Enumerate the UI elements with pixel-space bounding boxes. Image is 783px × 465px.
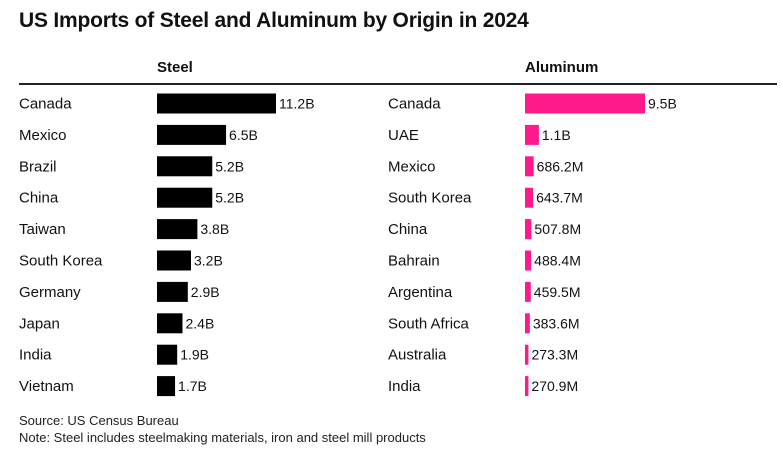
steel-bar-taiwan: [157, 219, 198, 240]
steel-category-label-china: China: [19, 190, 59, 207]
aluminum-category-label-argentina: Argentina: [388, 284, 453, 301]
steel-category-label-mexico: Mexico: [19, 127, 67, 144]
steel-panel: Canada 11.2B Mexico 6.5B Brazil 5.2B China 5.2B…: [19, 93, 315, 397]
steel-value-label-india: 1.9B: [180, 347, 209, 363]
footer: Source: US Census Bureau Note: Steel inc…: [19, 412, 426, 446]
aluminum-bar-australia: [525, 344, 529, 365]
steel-category-label-brazil: Brazil: [19, 158, 57, 175]
steel-value-label-mexico: 6.5B: [229, 127, 258, 143]
aluminum-panel: Canada 9.5B UAE 1.1B Mexico 686.2M South Korea…: [388, 93, 677, 397]
aluminum-value-label-china: 507.8M: [534, 221, 581, 237]
aluminum-bar-india: [525, 376, 529, 397]
footnote: Note: Steel includes steelmaking materia…: [19, 430, 426, 445]
source-note: Source: US Census Bureau: [19, 413, 179, 428]
steel-category-label-india: India: [19, 347, 52, 364]
steel-value-label-brazil: 5.2B: [215, 158, 244, 174]
steel-bar-china: [157, 187, 213, 208]
steel-bar-india: [157, 344, 178, 365]
aluminum-bar-mexico: [525, 156, 534, 177]
aluminum-bar-south-korea: [525, 187, 534, 208]
steel-value-label-vietnam: 1.7B: [178, 378, 207, 394]
steel-value-label-germany: 2.9B: [191, 284, 220, 300]
aluminum-value-label-canada: 9.5B: [648, 96, 677, 112]
aluminum-category-label-china: China: [388, 221, 428, 238]
aluminum-category-label-canada: Canada: [388, 96, 441, 113]
steel-bar-japan: [157, 313, 183, 334]
aluminum-category-label-south-korea: South Korea: [388, 190, 472, 207]
aluminum-bar-south-africa: [525, 313, 530, 334]
steel-value-label-canada: 11.2B: [279, 96, 315, 112]
steel-value-label-china: 5.2B: [215, 190, 244, 206]
steel-bar-brazil: [157, 156, 213, 177]
aluminum-bar-argentina: [525, 281, 531, 302]
aluminum-bar-bahrain: [525, 250, 532, 271]
aluminum-value-label-south-korea: 643.7M: [536, 190, 583, 206]
steel-bar-canada: [157, 93, 276, 114]
aluminum-category-label-bahrain: Bahrain: [388, 253, 440, 270]
aluminum-bar-china: [525, 219, 532, 240]
steel-value-label-japan: 2.4B: [186, 315, 215, 331]
header-rule: [19, 83, 777, 85]
steel-bar-germany: [157, 281, 188, 302]
steel-category-label-vietnam: Vietnam: [19, 378, 74, 395]
aluminum-value-label-mexico: 686.2M: [537, 158, 584, 174]
aluminum-panel-title: Aluminum: [525, 59, 599, 76]
aluminum-bar-uae: [525, 124, 539, 145]
aluminum-value-label-argentina: 459.5M: [534, 284, 581, 300]
steel-value-label-south-korea: 3.2B: [194, 253, 223, 269]
steel-category-label-taiwan: Taiwan: [19, 221, 66, 238]
aluminum-category-label-australia: Australia: [388, 347, 447, 364]
steel-bar-south-korea: [157, 250, 191, 271]
steel-category-label-japan: Japan: [19, 315, 60, 332]
steel-bar-vietnam: [157, 376, 176, 397]
aluminum-value-label-bahrain: 488.4M: [534, 253, 581, 269]
aluminum-value-label-south-africa: 383.6M: [533, 315, 580, 331]
aluminum-value-label-australia: 273.3M: [531, 347, 578, 363]
aluminum-value-label-india: 270.9M: [531, 378, 578, 394]
steel-category-label-canada: Canada: [19, 96, 72, 113]
aluminum-bar-canada: [525, 93, 645, 114]
aluminum-category-label-south-africa: South Africa: [388, 315, 470, 332]
steel-bar-mexico: [157, 124, 227, 145]
steel-panel-title: Steel: [157, 59, 193, 76]
steel-category-label-south-korea: South Korea: [19, 253, 103, 270]
aluminum-category-label-india: India: [388, 378, 421, 395]
steel-category-label-germany: Germany: [19, 284, 81, 301]
aluminum-category-label-mexico: Mexico: [388, 158, 436, 175]
aluminum-value-label-uae: 1.1B: [542, 127, 571, 143]
steel-value-label-taiwan: 3.8B: [200, 221, 229, 237]
chart-title: US Imports of Steel and Aluminum by Orig…: [19, 9, 529, 32]
aluminum-category-label-uae: UAE: [388, 127, 419, 144]
